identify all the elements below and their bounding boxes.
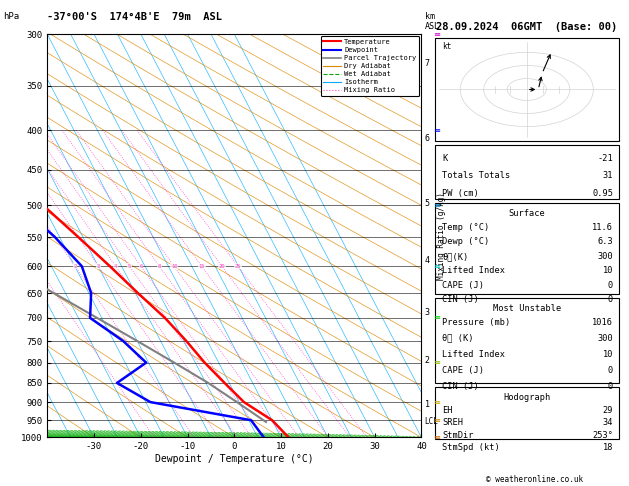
Text: EH: EH <box>442 406 453 416</box>
Bar <box>435 298 619 383</box>
Text: 0: 0 <box>608 295 613 304</box>
Text: 29: 29 <box>603 406 613 416</box>
Text: Surface: Surface <box>508 209 545 219</box>
Text: 1: 1 <box>425 400 430 409</box>
Text: ≡: ≡ <box>433 433 440 442</box>
Text: 0: 0 <box>608 281 613 290</box>
Text: 11.6: 11.6 <box>592 223 613 232</box>
Text: 300: 300 <box>598 252 613 261</box>
Text: 6: 6 <box>425 134 430 143</box>
Text: 6: 6 <box>139 264 143 269</box>
Text: hPa: hPa <box>3 12 19 21</box>
Text: θᴄ(K): θᴄ(K) <box>442 252 469 261</box>
Text: -21: -21 <box>598 154 613 163</box>
Text: 1016: 1016 <box>592 317 613 327</box>
Text: 3: 3 <box>425 308 430 317</box>
Text: 5: 5 <box>425 199 430 208</box>
Text: 3: 3 <box>97 264 100 269</box>
Text: kt: kt <box>442 42 452 51</box>
Text: ≡: ≡ <box>433 398 440 407</box>
Text: -37°00'S  174°4B'E  79m  ASL: -37°00'S 174°4B'E 79m ASL <box>47 12 222 22</box>
Text: 10: 10 <box>603 266 613 276</box>
Text: ≡: ≡ <box>433 416 440 425</box>
Text: 31: 31 <box>603 171 613 180</box>
Text: StmDir: StmDir <box>442 431 474 439</box>
Text: θᴄ (K): θᴄ (K) <box>442 334 474 343</box>
Text: 18: 18 <box>603 443 613 451</box>
Text: km: km <box>425 12 435 21</box>
Text: 5: 5 <box>128 264 131 269</box>
Text: PW (cm): PW (cm) <box>442 189 479 197</box>
Text: Pressure (mb): Pressure (mb) <box>442 317 511 327</box>
Text: Mixing Ratio (g/kg): Mixing Ratio (g/kg) <box>437 192 446 279</box>
Text: CIN (J): CIN (J) <box>442 295 479 304</box>
Text: 10: 10 <box>603 350 613 359</box>
Legend: Temperature, Dewpoint, Parcel Trajectory, Dry Adiabat, Wet Adiabat, Isotherm, Mi: Temperature, Dewpoint, Parcel Trajectory… <box>321 36 420 96</box>
Text: Dewp (°C): Dewp (°C) <box>442 237 489 246</box>
Text: 2: 2 <box>425 356 430 365</box>
Text: 25: 25 <box>235 264 241 269</box>
Text: ≡: ≡ <box>433 126 440 135</box>
Text: ≡: ≡ <box>433 313 440 322</box>
Text: Totals Totals: Totals Totals <box>442 171 511 180</box>
Text: 28.09.2024  06GMT  (Base: 00): 28.09.2024 06GMT (Base: 00) <box>436 22 618 32</box>
Text: SREH: SREH <box>442 418 464 428</box>
Text: Hodograph: Hodograph <box>503 393 550 402</box>
Text: ASL: ASL <box>425 22 440 31</box>
Text: CAPE (J): CAPE (J) <box>442 366 484 375</box>
Text: 4: 4 <box>425 256 430 265</box>
Text: 0: 0 <box>608 366 613 375</box>
Text: 20: 20 <box>219 264 225 269</box>
Text: 4: 4 <box>114 264 118 269</box>
Text: ≡: ≡ <box>433 201 440 209</box>
Text: ≡: ≡ <box>433 358 440 367</box>
X-axis label: Dewpoint / Temperature (°C): Dewpoint / Temperature (°C) <box>155 454 314 464</box>
Text: 7: 7 <box>425 59 430 69</box>
Text: StmSpd (kt): StmSpd (kt) <box>442 443 500 451</box>
Text: Temp (°C): Temp (°C) <box>442 223 489 232</box>
Text: Most Unstable: Most Unstable <box>493 304 561 313</box>
Text: CAPE (J): CAPE (J) <box>442 281 484 290</box>
Text: © weatheronline.co.uk: © weatheronline.co.uk <box>486 474 583 484</box>
Text: 15: 15 <box>198 264 205 269</box>
Text: 0: 0 <box>608 382 613 391</box>
Text: 10: 10 <box>171 264 177 269</box>
Text: 6.3: 6.3 <box>598 237 613 246</box>
Text: 8: 8 <box>158 264 161 269</box>
Text: Lifted Index: Lifted Index <box>442 350 505 359</box>
Text: LCL: LCL <box>425 417 438 427</box>
Bar <box>435 38 619 141</box>
Bar <box>435 145 619 199</box>
Text: 300: 300 <box>598 334 613 343</box>
Bar <box>435 204 619 294</box>
Text: 2: 2 <box>74 264 77 269</box>
Text: K: K <box>442 154 448 163</box>
Text: 253°: 253° <box>592 431 613 439</box>
Text: Lifted Index: Lifted Index <box>442 266 505 276</box>
Text: 34: 34 <box>603 418 613 428</box>
Text: CIN (J): CIN (J) <box>442 382 479 391</box>
Text: ≡: ≡ <box>433 262 440 271</box>
Text: 0.95: 0.95 <box>592 189 613 197</box>
Bar <box>435 387 619 439</box>
Text: ≡: ≡ <box>433 30 440 38</box>
